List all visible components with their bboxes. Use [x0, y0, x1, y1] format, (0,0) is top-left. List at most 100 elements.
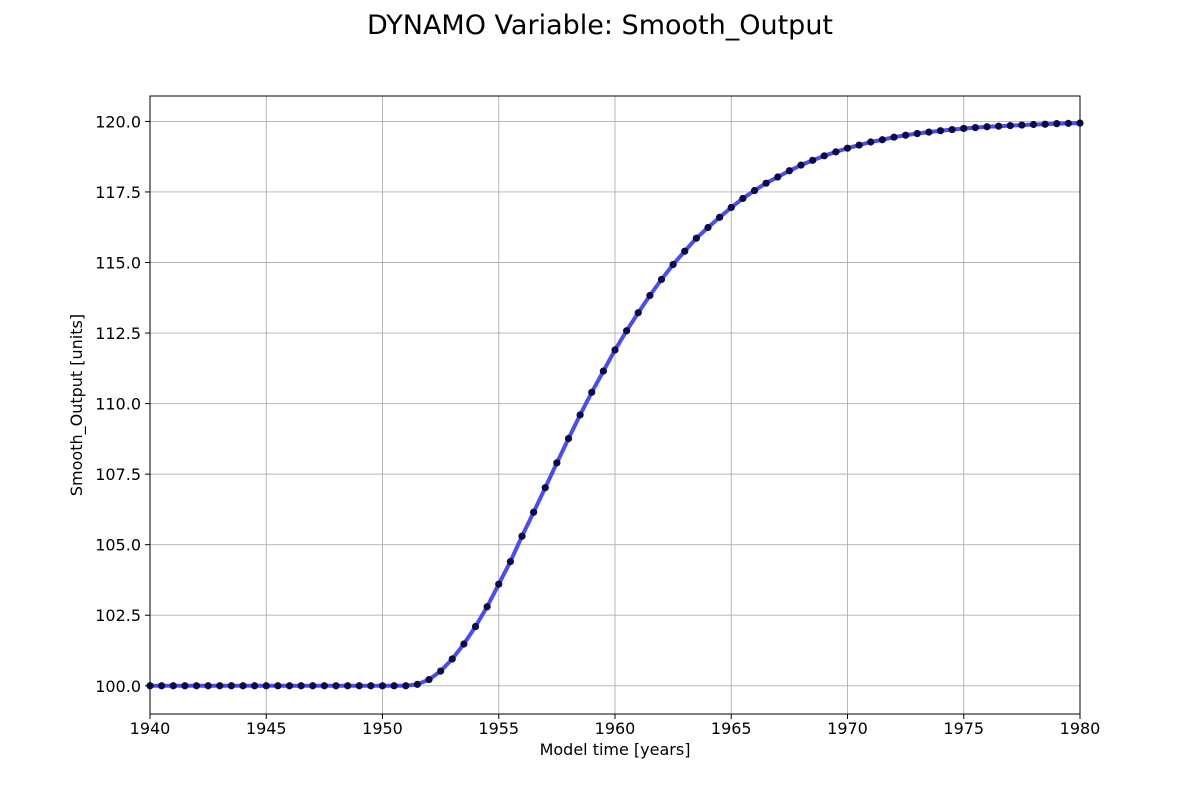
data-point [1053, 120, 1061, 128]
data-point [1018, 121, 1026, 129]
data-point [483, 603, 491, 611]
data-point [995, 122, 1003, 130]
data-point [1064, 119, 1072, 127]
data-point [576, 411, 584, 419]
y-tick-label: 112.5 [95, 324, 141, 343]
data-point [1006, 122, 1014, 130]
data-point [262, 682, 270, 690]
y-tick-label: 100.0 [95, 677, 141, 696]
data-point [855, 141, 863, 149]
data-point [506, 558, 514, 566]
data-point [646, 291, 654, 300]
data-point [460, 640, 468, 648]
data-point [832, 148, 840, 156]
data-point [843, 144, 852, 152]
data-point [541, 484, 549, 492]
data-point [204, 682, 212, 690]
data-point [402, 682, 410, 690]
y-tick-label: 105.0 [95, 536, 141, 555]
data-point [413, 680, 421, 688]
y-tick-label: 117.5 [95, 183, 141, 202]
data-point [785, 167, 793, 175]
data-point [925, 128, 933, 136]
y-tick-label: 107.5 [95, 465, 141, 484]
data-point [251, 682, 259, 690]
x-tick-label: 1980 [1060, 719, 1101, 738]
data-point [332, 682, 340, 690]
data-point [878, 136, 886, 144]
data-point [448, 655, 456, 663]
grid-lines [149, 96, 1081, 714]
data-point [285, 682, 294, 690]
data-point [657, 275, 666, 284]
data-point [367, 682, 375, 690]
data-point [216, 682, 224, 690]
x-tick-label: 1960 [595, 719, 636, 738]
data-point [599, 367, 607, 375]
data-point [960, 124, 968, 133]
y-tick-label: 120.0 [95, 112, 141, 131]
data-point [471, 622, 480, 631]
data-point [309, 682, 317, 690]
data-point [809, 156, 817, 164]
y-tick-label: 110.0 [95, 395, 141, 414]
y-tick-label: 102.5 [95, 606, 141, 625]
data-point [239, 682, 247, 690]
x-tick-label: 1975 [943, 719, 984, 738]
data-point [762, 179, 770, 187]
data-point [518, 532, 526, 540]
data-point [936, 127, 945, 135]
data-point [669, 260, 677, 269]
data-point [623, 327, 631, 335]
data-point [750, 186, 759, 195]
y-tick-label: 115.0 [95, 253, 141, 272]
data-point [983, 123, 991, 131]
x-tick-label: 1940 [130, 719, 171, 738]
x-tick-label: 1950 [362, 719, 403, 738]
data-series [146, 119, 1084, 690]
data-point [867, 138, 875, 146]
data-point [902, 131, 910, 139]
data-point [227, 682, 235, 690]
data-point [390, 682, 398, 690]
data-point [320, 682, 328, 690]
data-point [437, 667, 445, 675]
data-point [948, 125, 956, 134]
y-axis-label: Smooth_Output [units] [67, 314, 87, 496]
axis-ticks: 1940 1945 1950 1955 1960 1965 1970 1975 1980 100.… [95, 112, 1100, 738]
data-point [820, 152, 828, 160]
data-point [1029, 120, 1038, 129]
data-point [425, 675, 433, 684]
x-tick-label: 1970 [827, 719, 868, 738]
data-point [344, 682, 352, 690]
data-point [553, 459, 561, 467]
data-point [890, 133, 898, 141]
data-point [681, 247, 689, 255]
data-point [169, 682, 177, 690]
data-point [378, 682, 387, 690]
data-point [971, 124, 979, 132]
data-point [634, 309, 642, 317]
x-axis-label: Model time [years] [540, 740, 691, 759]
data-point [530, 508, 538, 516]
data-point [739, 194, 747, 203]
data-point [297, 682, 305, 690]
data-point [727, 203, 735, 212]
data-point [588, 388, 596, 396]
data-point [774, 173, 782, 181]
x-tick-label: 1955 [478, 719, 519, 738]
chart-title: DYNAMO Variable: Smooth_Output [366, 10, 834, 41]
data-point [611, 346, 619, 354]
x-tick-label: 1965 [711, 719, 752, 738]
data-point [564, 434, 573, 443]
data-point [158, 682, 166, 690]
data-point [797, 161, 805, 169]
data-point [181, 682, 189, 690]
data-point [704, 223, 712, 232]
data-point [495, 580, 503, 588]
data-point [274, 682, 282, 690]
data-point [913, 129, 921, 138]
data-point [1041, 120, 1049, 128]
data-point [355, 682, 363, 690]
